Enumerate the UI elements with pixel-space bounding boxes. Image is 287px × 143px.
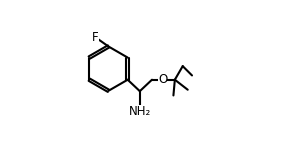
Text: NH₂: NH₂ (129, 105, 151, 118)
Text: F: F (92, 31, 99, 44)
Text: O: O (158, 73, 167, 86)
